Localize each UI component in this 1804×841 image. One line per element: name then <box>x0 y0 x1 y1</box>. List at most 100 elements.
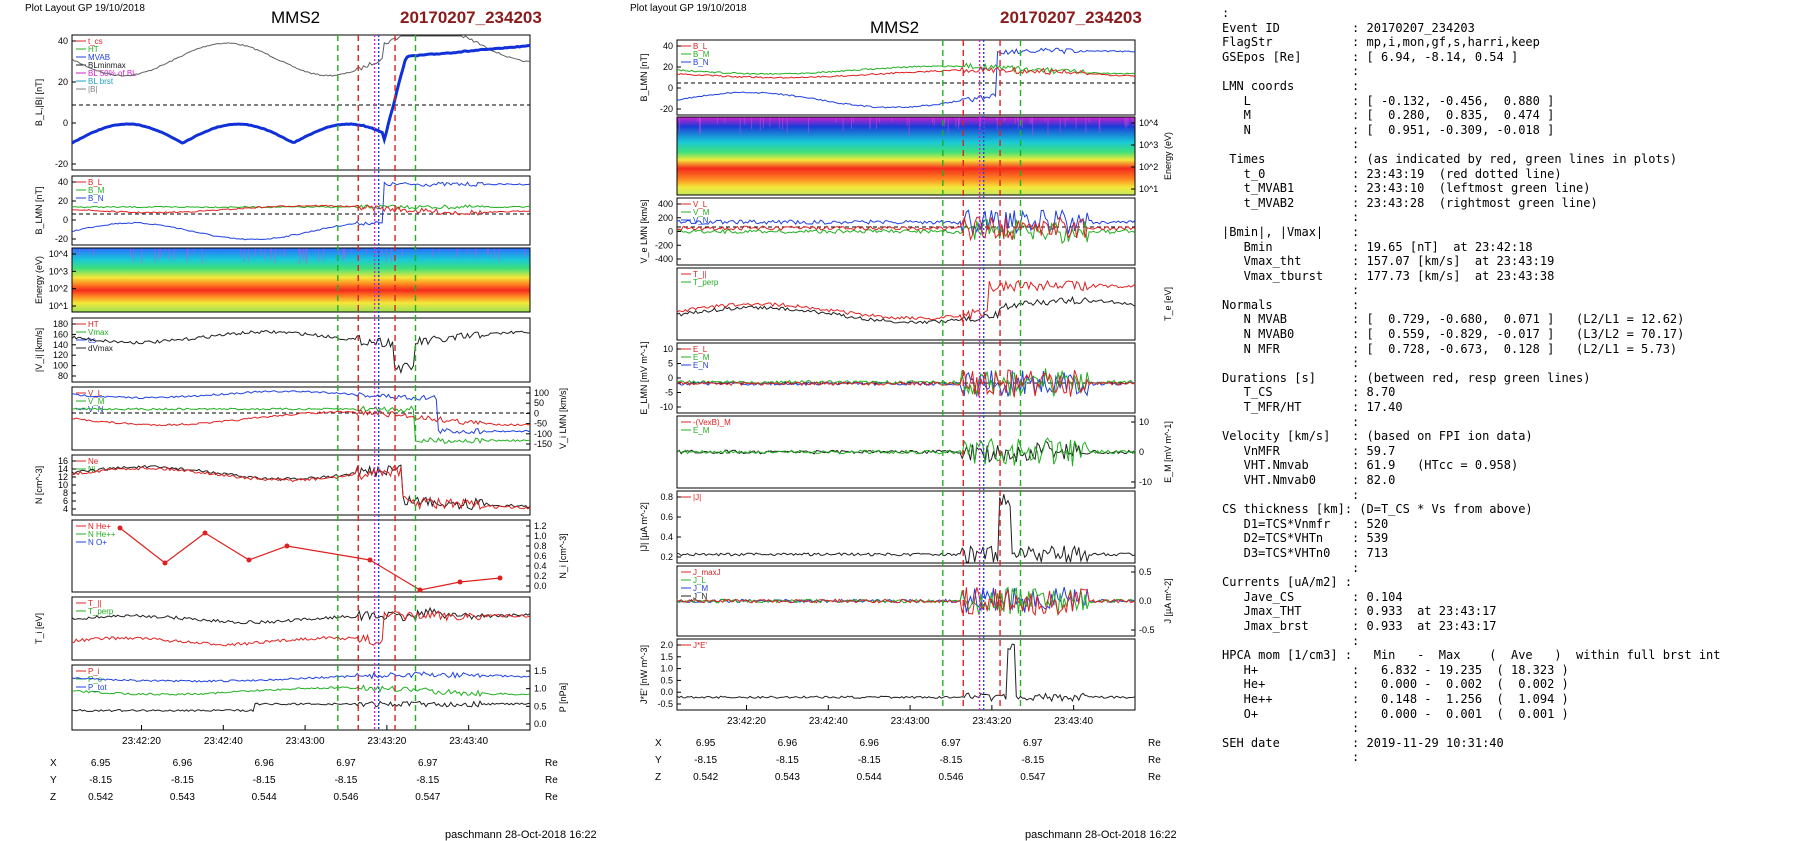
legend-label: E_M <box>693 353 710 362</box>
orbit-row-label: Z <box>655 772 661 783</box>
series-line <box>676 494 1136 564</box>
orbit-value: 6.97 <box>336 758 356 769</box>
legend-label: E_M <box>693 426 710 435</box>
series-line <box>71 181 531 241</box>
series-line <box>71 204 531 216</box>
panel-frame <box>676 267 1136 341</box>
orbit-value: 0.544 <box>252 792 277 803</box>
y-tick-label: 120 <box>53 350 68 360</box>
y-tick-label: 0.0 <box>534 719 547 729</box>
legend-label: cs <box>88 336 96 345</box>
y-tick-label: -5 <box>665 388 673 398</box>
orbit-unit: Re <box>1148 755 1161 766</box>
x-tick-label: 23:42:40 <box>204 736 243 747</box>
summary-line: : <box>1222 721 1360 736</box>
y-tick-label: -0.5 <box>1139 625 1155 635</box>
legend-label: J_M <box>693 584 708 593</box>
summary-line: Event ID : 20170207_234203 <box>1222 20 1475 35</box>
y-tick-label: 16 <box>58 456 68 466</box>
spectrogram <box>72 248 530 312</box>
spectrogram <box>677 117 1135 195</box>
y-tick-label: 5 <box>668 359 673 369</box>
orbit-value: -8.15 <box>940 755 963 766</box>
y-tick-label: 10^1 <box>49 301 68 311</box>
left-event-title: 20170207_234203 <box>400 8 542 27</box>
series-line <box>676 209 1136 235</box>
y-tick-label: 10^3 <box>1139 140 1158 150</box>
y-tick-label: -100 <box>534 429 552 439</box>
y-tick-label: 1.5 <box>534 666 547 676</box>
orbit-value: 0.547 <box>1020 772 1045 783</box>
y-tick-label: 140 <box>53 340 68 350</box>
y-tick-label: 0.5 <box>660 675 673 685</box>
summary-line: D3=TCS*VHTn0 : 713 <box>1222 545 1389 560</box>
panel-frame <box>676 116 1136 196</box>
series-line <box>71 204 530 210</box>
y-axis-label: J*E' [nW m^-3] <box>639 645 649 704</box>
orbit-value: -8.15 <box>171 775 194 786</box>
summary-line: VHT.Nmvab0 : 82.0 <box>1222 473 1396 487</box>
x-tick-label: 23:43:00 <box>286 736 325 747</box>
summary-line: L : [ -0.132, -0.456, 0.880 ] <box>1222 93 1555 108</box>
series-line <box>676 62 1136 76</box>
legend-label: N O+ <box>88 538 107 547</box>
series-line <box>71 464 531 511</box>
orbit-unit: Re <box>545 792 558 803</box>
summary-line: t_0 : 23:43:19 (red dotted line) <box>1222 166 1562 181</box>
summary-line: He+ : 0.000 - 0.002 ( 0.002 ) <box>1222 677 1569 692</box>
legend-label: BLminmax <box>88 61 126 70</box>
series-line <box>71 409 531 427</box>
orbit-unit: Re <box>545 775 558 786</box>
y-tick-label: 1.0 <box>660 664 673 674</box>
panel-6: 10 0 -10 E_M [mV m^-1] -(VexB)_ME_M <box>676 415 1173 489</box>
y-tick-label: 40 <box>58 177 68 187</box>
y-tick-label: 1.0 <box>534 531 547 541</box>
summary-line: : <box>1222 750 1360 765</box>
legend-label: V_M <box>88 397 105 406</box>
legend-label: V_M <box>693 208 710 217</box>
legend-label: N He++ <box>88 530 116 539</box>
summary-line: T_MFR/HT : 17.40 <box>1222 400 1403 415</box>
orbit-value: 0.543 <box>775 772 800 783</box>
y-tick-label: 0.0 <box>534 581 547 591</box>
y-tick-label: 160 <box>53 329 68 339</box>
series-line <box>119 527 501 591</box>
y-axis-label: E_LMN [mV m^-1] <box>639 341 649 414</box>
event-summary-text: : Event ID : 20170207_234203 FlagStr : mp,… <box>1222 6 1802 765</box>
legend-label: B_L <box>88 178 103 187</box>
orbit-value: 6.96 <box>254 758 274 769</box>
legend-label: |B| <box>88 85 98 94</box>
series-line <box>71 390 531 435</box>
orbit-value: 6.96 <box>173 758 193 769</box>
orbit-value: 0.547 <box>415 792 440 803</box>
panel-frame <box>71 386 531 451</box>
panel-9: 1.5 1.0 0.5 0.0 P [nPa] P_iP_eP_tot <box>71 664 568 731</box>
y-tick-label: 400 <box>658 199 673 209</box>
y-tick-label: 200 <box>658 213 673 223</box>
orbit-value: 0.542 <box>88 792 113 803</box>
y-tick-label: 0.2 <box>660 552 673 562</box>
panel-4: T_e [eV] T_||T_perp <box>676 267 1173 341</box>
summary-line: VHT.Nmvab : 61.9 (HTcc = 0.958) <box>1222 458 1519 473</box>
y-tick-label: 0 <box>668 373 673 383</box>
orbit-row-label: X <box>655 738 662 749</box>
summary-line: : <box>1222 487 1360 502</box>
y-tick-label: 0.0 <box>660 687 673 697</box>
series-line <box>676 219 1136 245</box>
orbit-value: -8.15 <box>416 775 439 786</box>
orbit-row-label: Y <box>655 755 662 766</box>
summary-line: M : [ 0.280, 0.835, 0.474 ] <box>1222 108 1555 123</box>
panel-frame <box>71 175 531 246</box>
legend-label: E_N <box>693 361 709 370</box>
series-line <box>71 671 531 683</box>
orbit-value: 6.97 <box>941 738 961 749</box>
y-tick-label: -400 <box>655 254 673 264</box>
y-axis-label: Energy (eV) <box>1163 132 1173 180</box>
panel-frame <box>71 34 531 171</box>
x-tick-label: 23:43:20 <box>972 716 1011 727</box>
legend-label: P_e <box>88 675 103 684</box>
summary-line: Jmax_THT : 0.933 at 23:43:17 <box>1222 604 1497 619</box>
legend-label: T_|| <box>88 599 102 608</box>
